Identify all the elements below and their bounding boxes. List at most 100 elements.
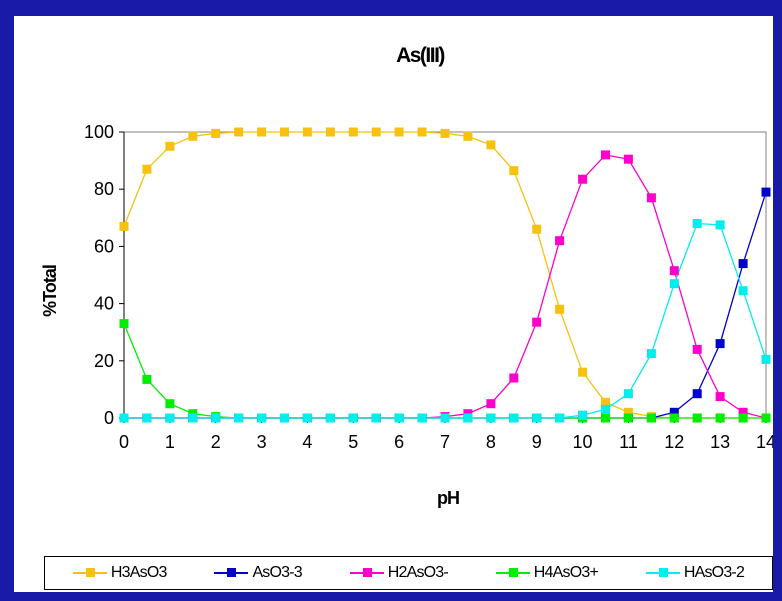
data-point (578, 410, 588, 420)
data-point (257, 127, 267, 137)
x-tick-label: 7 (440, 432, 450, 452)
data-point (257, 413, 267, 423)
data-point (165, 399, 175, 409)
data-point (509, 373, 519, 383)
data-point (669, 413, 679, 423)
y-tick-label: 80 (94, 179, 114, 199)
data-point (532, 413, 542, 423)
data-point (715, 220, 725, 230)
data-point (165, 413, 175, 423)
data-point (646, 349, 656, 359)
legend-swatch (645, 568, 680, 578)
data-point (555, 304, 565, 314)
data-point (119, 413, 129, 423)
data-point (486, 399, 496, 409)
x-tick-label: 11 (619, 432, 638, 452)
legend-item: H3AsO3 (72, 564, 167, 582)
plot-background (123, 131, 767, 419)
legend-item: AsO3-3 (214, 564, 303, 582)
data-point (555, 413, 565, 423)
x-tick-label: 14 (756, 432, 773, 452)
x-tick-label: 10 (573, 432, 593, 452)
x-tick-label: 9 (532, 432, 542, 452)
data-point (417, 127, 427, 137)
data-point (601, 150, 610, 160)
data-point (371, 413, 381, 423)
legend-label: HAsO3-2 (683, 564, 745, 581)
data-point (142, 413, 152, 423)
data-point (394, 127, 404, 137)
data-point (578, 174, 588, 184)
data-point (761, 354, 771, 364)
legend-item: H4AsO3+ (495, 564, 599, 582)
data-point (715, 392, 725, 402)
data-point (738, 413, 748, 423)
data-point (646, 413, 656, 423)
chart-panel: As(III) 0 20 40 60 80 100 0 1 2 3 4 5 6 7 8 9 10 11 12 13 14… (14, 16, 773, 592)
x-tick-label: 0 (119, 432, 129, 452)
data-point (532, 224, 542, 234)
x-axis-label: pH (437, 488, 459, 508)
data-point (440, 128, 450, 138)
series-layer (119, 127, 771, 423)
data-point (578, 367, 588, 377)
x-tick-label: 2 (211, 432, 221, 452)
data-point (669, 407, 679, 417)
x-tick-label: 5 (348, 432, 358, 452)
legend-label: H2AsO3- (387, 564, 449, 581)
data-point (692, 219, 702, 228)
data-point (623, 413, 633, 423)
data-point (348, 127, 358, 137)
data-point (142, 374, 152, 384)
x-tick-label: 1 (165, 432, 175, 452)
data-point (646, 193, 656, 203)
data-point (211, 128, 221, 138)
data-point (761, 413, 771, 423)
data-point (692, 413, 702, 423)
legend-swatch (72, 568, 107, 578)
data-point (692, 389, 702, 399)
data-point (509, 166, 519, 176)
x-tick-label: 13 (710, 432, 730, 452)
x-tick-label: 8 (486, 432, 496, 452)
data-point (188, 131, 198, 141)
legend-label: H4AsO3+ (533, 564, 599, 581)
plot-area (123, 131, 767, 419)
data-point (371, 127, 381, 137)
data-point (325, 127, 335, 137)
data-point (417, 413, 427, 423)
data-point (715, 413, 725, 423)
data-point (623, 389, 633, 399)
legend-swatch (214, 568, 249, 578)
data-point (234, 413, 244, 423)
data-point (280, 127, 289, 137)
x-tick-label: 6 (394, 432, 404, 452)
data-point (761, 187, 771, 197)
x-tick-label: 3 (257, 432, 267, 452)
legend-item: HAsO3-2 (645, 564, 745, 582)
data-point (119, 319, 129, 329)
data-point (234, 127, 244, 137)
series-markers-HAsO3-2 (119, 219, 771, 423)
data-point (669, 279, 679, 289)
data-point (532, 317, 542, 327)
data-point (348, 413, 358, 423)
data-point (165, 141, 175, 151)
legend-label: AsO3-3 (252, 564, 302, 581)
legend-label: H3AsO3 (110, 564, 167, 581)
data-point (738, 407, 748, 417)
x-tick-label: 12 (664, 432, 684, 452)
y-tick-label: 60 (94, 236, 114, 256)
data-point (325, 413, 335, 423)
chart-title: As(III) (396, 44, 444, 67)
data-point (623, 407, 633, 417)
data-point (119, 221, 129, 231)
data-point (601, 413, 610, 423)
data-point (601, 397, 610, 407)
data-point (692, 344, 702, 354)
y-tick-label: 40 (94, 294, 114, 314)
data-point (302, 127, 312, 137)
data-point (601, 404, 610, 414)
